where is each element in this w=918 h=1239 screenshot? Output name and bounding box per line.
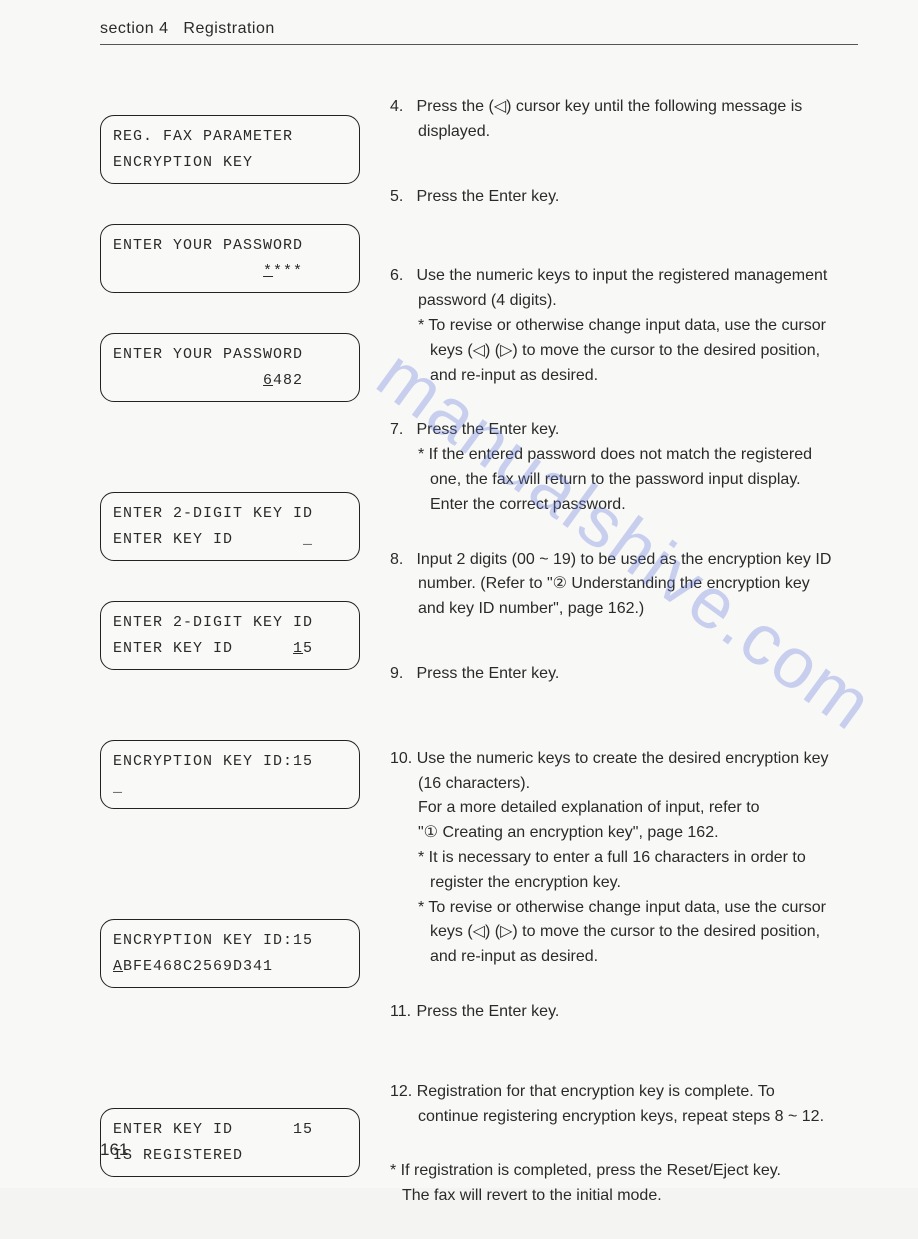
- lcd-line: ENCRYPTION KEY ID:15: [113, 753, 313, 770]
- step-number: 12.: [390, 1080, 412, 1105]
- lcd-line: ENTER KEY ID 15: [113, 640, 313, 657]
- step-number: 9.: [390, 662, 412, 687]
- step-text: continue registering encryption keys, re…: [418, 1105, 858, 1130]
- step-text: Press the Enter key.: [416, 188, 559, 205]
- step-10: 10. Use the numeric keys to create the d…: [390, 747, 858, 970]
- lcd-line: ENTER YOUR PASSWORD: [113, 346, 303, 363]
- step-text: Use the numeric keys to input the regist…: [416, 267, 827, 284]
- step-text: password (4 digits).: [418, 289, 858, 314]
- lcd-line: ABFE468C2569D341: [113, 958, 273, 975]
- page-header: section 4 Registration: [100, 20, 858, 45]
- lcd-line: ENCRYPTION KEY: [113, 154, 253, 171]
- step-note: * It is necessary to enter a full 16 cha…: [418, 846, 858, 871]
- step-note: and re-input as desired.: [430, 364, 858, 389]
- lcd-display: ENCRYPTION KEY ID:15 _: [100, 740, 360, 809]
- step-number: 6.: [390, 264, 412, 289]
- step-9: 9. Press the Enter key.: [390, 662, 858, 687]
- step-6: 6. Use the numeric keys to input the reg…: [390, 264, 858, 388]
- lcd-line: ENTER 2-DIGIT KEY ID: [113, 505, 313, 522]
- step-number: 5.: [390, 185, 412, 210]
- lcd-line: ENCRYPTION KEY ID:15: [113, 932, 313, 949]
- lcd-line: ENTER YOUR PASSWORD: [113, 237, 303, 254]
- step-number: 10.: [390, 747, 412, 772]
- lcd-display: ENTER YOUR PASSWORD ****: [100, 224, 360, 293]
- lcd-line: ENTER KEY ID 15: [113, 1121, 313, 1138]
- step-4: 4. Press the (◁) cursor key until the fo…: [390, 95, 858, 145]
- step-note: * If the entered password does not match…: [418, 443, 858, 468]
- step-note: register the encryption key.: [430, 871, 858, 896]
- lcd-display: ENTER 2-DIGIT KEY ID ENTER KEY ID _: [100, 492, 360, 561]
- step-note: * To revise or otherwise change input da…: [418, 314, 858, 339]
- step-text: Press the Enter key.: [416, 1003, 559, 1020]
- lcd-line: IS REGISTERED: [113, 1147, 243, 1164]
- lcd-line: ENTER 2-DIGIT KEY ID: [113, 614, 313, 631]
- step-text: Input 2 digits (00 ~ 19) to be used as t…: [416, 551, 831, 568]
- lcd-column: REG. FAX PARAMETER ENCRYPTION KEY ENTER …: [100, 95, 360, 1239]
- lcd-display: REG. FAX PARAMETER ENCRYPTION KEY: [100, 115, 360, 184]
- lcd-line: REG. FAX PARAMETER: [113, 128, 293, 145]
- step-text: "① Creating an encryption key", page 162…: [418, 821, 858, 846]
- step-number: 11.: [390, 1000, 412, 1025]
- step-note: keys (◁) (▷) to move the cursor to the d…: [430, 339, 858, 364]
- lcd-display: ENTER 2-DIGIT KEY ID ENTER KEY ID 15: [100, 601, 360, 670]
- lcd-line: ENTER KEY ID _: [113, 531, 313, 548]
- section-label: section 4: [100, 20, 169, 37]
- lcd-display: ENTER YOUR PASSWORD 6482: [100, 333, 360, 402]
- step-note: * To revise or otherwise change input da…: [418, 896, 858, 921]
- footnote-line: * If registration is completed, press th…: [390, 1159, 858, 1184]
- step-text: Press the Enter key.: [416, 421, 559, 438]
- step-7: 7. Press the Enter key. * If the entered…: [390, 418, 858, 517]
- lcd-display: ENTER KEY ID 15 IS REGISTERED: [100, 1108, 360, 1177]
- step-text: displayed.: [418, 120, 858, 145]
- step-number: 7.: [390, 418, 412, 443]
- step-note: one, the fax will return to the password…: [430, 468, 858, 493]
- instructions-column: 4. Press the (◁) cursor key until the fo…: [390, 95, 858, 1239]
- step-text: number. (Refer to "② Understanding the e…: [418, 572, 858, 597]
- step-text: Use the numeric keys to create the desir…: [417, 750, 829, 767]
- step-12: 12. Registration for that encryption key…: [390, 1080, 858, 1130]
- lcd-line: _: [113, 779, 123, 796]
- step-text: Press the (◁) cursor key until the follo…: [416, 98, 802, 115]
- lcd-line: ****: [113, 263, 303, 280]
- step-note: Enter the correct password.: [430, 493, 858, 518]
- step-number: 8.: [390, 548, 412, 573]
- step-text: and key ID number", page 162.): [418, 597, 858, 622]
- step-11: 11. Press the Enter key.: [390, 1000, 858, 1025]
- lcd-line: 6482: [113, 372, 303, 389]
- step-note: keys (◁) (▷) to move the cursor to the d…: [430, 920, 858, 945]
- step-number: 4.: [390, 95, 412, 120]
- step-note: and re-input as desired.: [430, 945, 858, 970]
- lcd-display: ENCRYPTION KEY ID:15 ABFE468C2569D341: [100, 919, 360, 988]
- step-5: 5. Press the Enter key.: [390, 185, 858, 210]
- step-text: (16 characters).: [418, 772, 858, 797]
- footnote: * If registration is completed, press th…: [390, 1159, 858, 1209]
- section-title: Registration: [183, 20, 274, 37]
- page-number: 161: [100, 1140, 128, 1160]
- step-text: For a more detailed explanation of input…: [418, 796, 858, 821]
- step-8: 8. Input 2 digits (00 ~ 19) to be used a…: [390, 548, 858, 622]
- step-text: Press the Enter key.: [416, 665, 559, 682]
- step-text: Registration for that encryption key is …: [417, 1083, 775, 1100]
